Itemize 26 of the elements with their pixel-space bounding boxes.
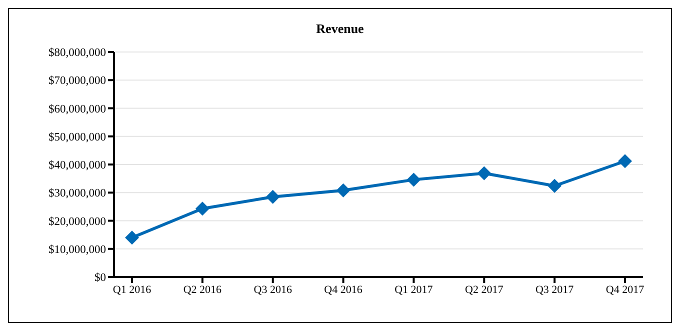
point	[125, 230, 139, 245]
y-tick-label: $30,000,000	[48, 188, 106, 200]
x-tick-label: Q4 2016	[324, 284, 363, 296]
point	[266, 190, 280, 204]
y-tick-label: $60,000,000	[48, 103, 106, 116]
x-tick-label: Q3 2017	[535, 284, 574, 296]
point	[406, 172, 421, 187]
x-tick-label: Q2 2017	[465, 284, 504, 296]
chart-title: Revenue	[315, 21, 365, 37]
point	[336, 183, 350, 198]
x-tick-label: Q3 2016	[254, 284, 292, 296]
point	[195, 202, 210, 216]
y-tick-label: $40,000,000	[48, 160, 106, 172]
point	[618, 154, 632, 168]
x-tick-label: Q2 2016	[183, 284, 222, 296]
y-tick-label: $20,000,000	[48, 216, 106, 228]
y-tick-label: $70,000,000	[48, 75, 106, 88]
x-tick-label: Q1 2016	[112, 284, 152, 296]
point	[477, 166, 492, 180]
y-tick-label: $80,000,000	[48, 47, 106, 60]
y-tick-label: $50,000,000	[48, 131, 106, 144]
x-tick-label: Q4 2017	[606, 284, 645, 296]
x-tick-label: Q1 2017	[394, 284, 434, 296]
y-tick-label: $10,000,000	[48, 244, 106, 256]
y-tick-label: $0	[94, 272, 106, 284]
point	[548, 178, 562, 193]
